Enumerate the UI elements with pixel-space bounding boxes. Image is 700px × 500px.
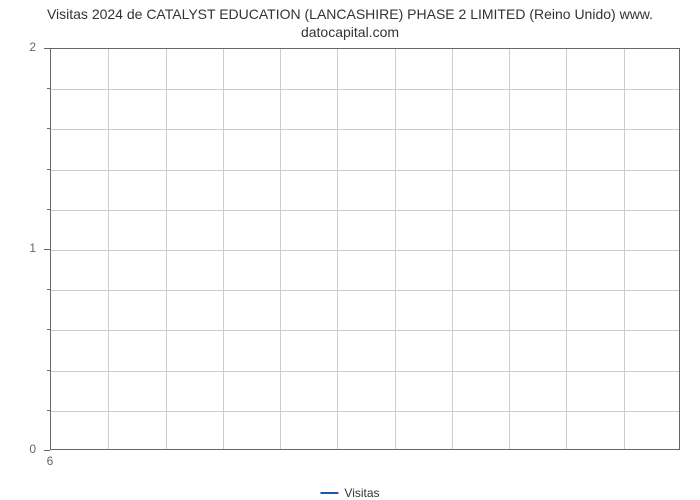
chart-title: Visitas 2024 de CATALYST EDUCATION (LANC… [30,6,670,41]
y-tick-mark [44,450,50,451]
chart-title-line1: Visitas 2024 de CATALYST EDUCATION (LANC… [30,6,670,24]
y-tick-mark [44,48,50,49]
grid-line-v [624,49,625,449]
y-tick-label: 1 [0,241,36,255]
y-minor-tick [47,88,50,89]
grid-line-h [51,290,679,291]
grid-line-v [509,49,510,449]
chart-container: Visitas 2024 de CATALYST EDUCATION (LANC… [0,0,700,500]
grid-line-h [51,170,679,171]
grid-line-h [51,411,679,412]
grid-line-v [395,49,396,449]
grid-line-v [280,49,281,449]
chart-title-line2: datocapital.com [30,24,670,42]
grid-line-h [51,330,679,331]
y-tick-mark [44,249,50,250]
grid-line-v [566,49,567,449]
y-minor-tick [47,128,50,129]
grid-line-h [51,210,679,211]
legend-swatch [320,492,338,494]
legend-label: Visitas [344,486,379,500]
grid-line-v [166,49,167,449]
y-minor-tick [47,169,50,170]
y-tick-label: 2 [0,40,36,54]
grid-line-h [51,371,679,372]
y-minor-tick [47,370,50,371]
grid-line-v [223,49,224,449]
grid-line-h [51,89,679,90]
grid-line-h [51,129,679,130]
x-tick-label: 6 [44,454,56,468]
y-minor-tick [47,209,50,210]
y-minor-tick [47,410,50,411]
grid-line-v [452,49,453,449]
grid-line-h [51,250,679,251]
grid-line-v [337,49,338,449]
y-minor-tick [47,289,50,290]
grid-line-v [108,49,109,449]
legend: Visitas [320,486,379,500]
y-minor-tick [47,329,50,330]
y-tick-label: 0 [0,442,36,456]
plot-area [50,48,680,450]
